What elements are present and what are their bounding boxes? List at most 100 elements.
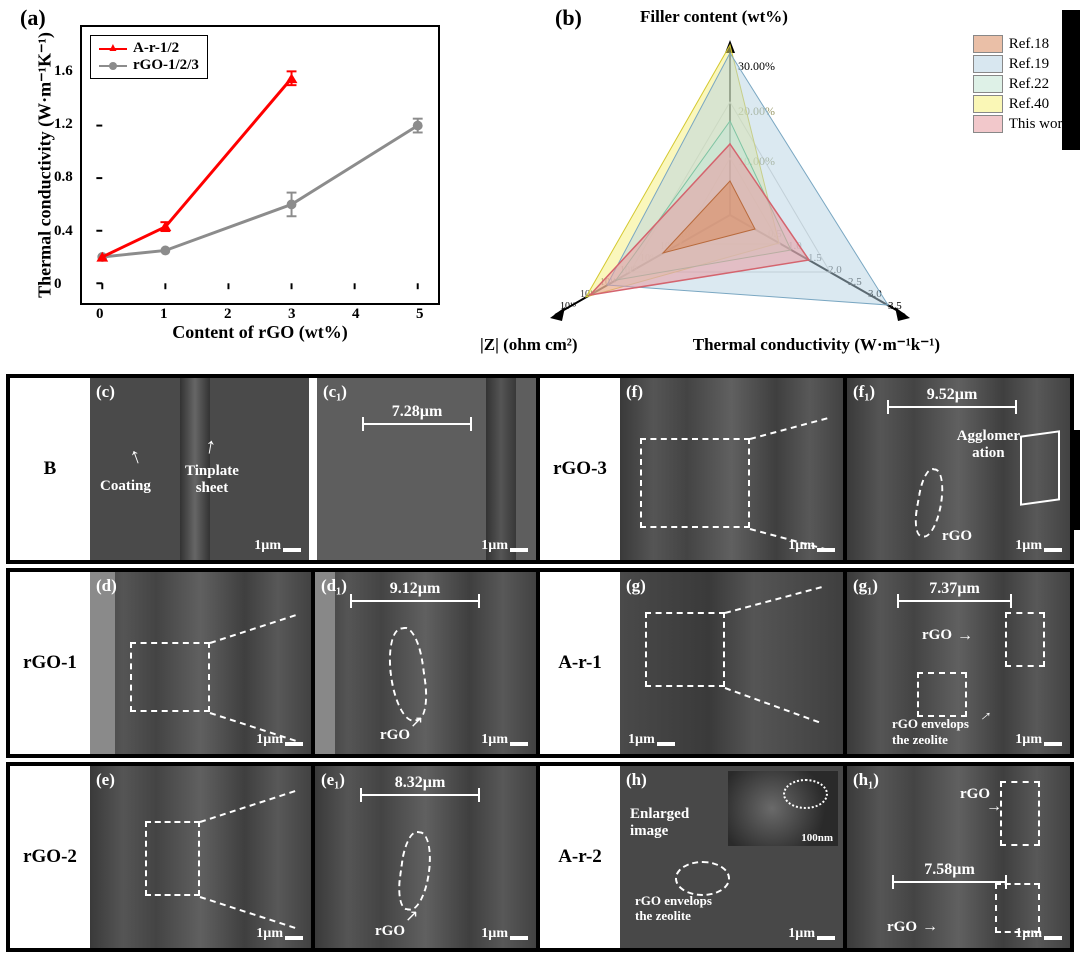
dashed-roi: [145, 821, 200, 896]
panel-a: (a) Thermal conductivity (W·m⁻¹K⁻¹) ▲ A-…: [20, 5, 460, 345]
solid-outline: [1020, 430, 1060, 506]
legend-label: rGO-1/2/3: [133, 57, 199, 74]
panel-a-label: (a): [20, 5, 46, 31]
sem-image-h1: (h₁) rGO → 7.58µm rGO → 1µm: [843, 766, 1070, 948]
radar-legend: Ref.18 Ref.19 Ref.22 Ref.40 This work: [973, 35, 1070, 135]
svg-text:3.5: 3.5: [888, 300, 902, 312]
dashed-roi: [130, 642, 210, 712]
annotation: rGO envelopsthe zeolite: [635, 894, 712, 923]
arrow-icon: →: [957, 627, 973, 645]
image-tag: (d): [96, 576, 117, 596]
scale-bar: 1µm: [1015, 538, 1062, 554]
dashed-outline: [395, 829, 436, 912]
row-label: rGO-2: [10, 766, 90, 948]
sem-half-right: rGO-3 (f) 1µm (f₁) 9.52µm Agglomeration: [540, 378, 1070, 560]
panel-b-label: (b): [555, 5, 582, 31]
annotation: Coating: [100, 478, 151, 495]
sem-image-g1: (g₁) 7.37µm rGO → rGO envelopsthe zeolit…: [843, 572, 1070, 754]
annotation: rGO: [375, 923, 405, 940]
legend-entry: This work: [973, 115, 1070, 133]
annotation: Enlargedimage: [630, 806, 689, 839]
image-tag: (g): [626, 576, 646, 596]
scale-bar: 1µm: [788, 926, 835, 942]
sem-grid: B (c) Coating ↑ Tinplatesheet ↑ 1µm (c₁)…: [0, 370, 1080, 956]
annotation: rGO: [887, 919, 917, 936]
measurement-bar: 9.52µm: [887, 386, 1017, 408]
arrow-icon: →: [973, 703, 997, 727]
scale-bar: 1µm: [1015, 732, 1062, 748]
dashed-roi: [640, 438, 750, 528]
sem-image-c: (c) Coating ↑ Tinplatesheet ↑ 1µm: [90, 378, 309, 560]
arrow-icon: ↑: [126, 442, 145, 470]
scale-bar: 1µm: [788, 538, 835, 554]
radar-chart: 10.00% 20.00% 30.00% 0.5 1.0 1.5 2.0 2.5…: [510, 15, 950, 355]
scale-bar: 1µm: [1015, 926, 1062, 942]
sem-image-f1: (f₁) 9.52µm Agglomeration rGO 1µm: [843, 378, 1070, 560]
dashed-outline: [384, 625, 432, 724]
sem-image-e1: (e₁) 8.32µm rGO ↗ 1µm: [311, 766, 536, 948]
legend-entry: rGO-1/2/3: [99, 57, 199, 74]
arrow-icon: →: [922, 918, 938, 936]
image-tag: (d₁): [321, 576, 347, 596]
scale-bar: 1µm: [256, 732, 303, 748]
xtick: 0: [96, 306, 104, 323]
annotation: rGO: [922, 627, 952, 644]
xtick: 4: [352, 306, 360, 323]
x-axis-label: Content of rGO (wt%): [172, 322, 347, 343]
row-label: rGO-1: [10, 572, 90, 754]
scale-bar: 1µm: [256, 926, 303, 942]
y-axis-label: Thermal conductivity (W·m⁻¹K⁻¹): [35, 32, 56, 298]
ytick: 1.2: [54, 116, 73, 133]
image-tag: (f): [626, 382, 643, 402]
xtick: 2: [224, 306, 232, 323]
xtick: 3: [288, 306, 296, 323]
sem-row: rGO-1 (d) 1µm (d₁) 9.12µm rGO: [6, 568, 1074, 758]
sem-image-d1: (d₁) 9.12µm rGO ↗ 1µm: [311, 572, 536, 754]
measurement-bar: 7.37µm: [897, 580, 1012, 602]
measurement-bar: 9.12µm: [350, 580, 480, 602]
row-label: rGO-3: [540, 378, 620, 560]
annotation: Tinplatesheet: [185, 463, 239, 496]
arrow-icon: ↗: [405, 906, 418, 926]
image-tag: (h): [626, 770, 647, 790]
image-tag: (c): [96, 382, 115, 402]
annotation: rGO envelopsthe zeolite: [892, 716, 969, 748]
zoom-connector: [750, 417, 828, 440]
sem-half-left: rGO-2 (e) 1µm (e₁) 8.32µm rGO ↗ 1µm: [10, 766, 540, 948]
annotation: rGO: [380, 727, 410, 744]
image-tag: (g₁): [853, 576, 878, 596]
zoom-connector: [200, 790, 296, 823]
dashed-roi: [1000, 781, 1040, 846]
row-label: A-r-2: [540, 766, 620, 948]
image-tag: (h₁): [853, 770, 879, 790]
ytick: 0: [54, 276, 62, 293]
annotation: rGO: [942, 528, 972, 545]
chart-a-legend: ▲ A-r-1/2 rGO-1/2/3: [90, 35, 208, 79]
image-tag: (f₁): [853, 382, 875, 402]
row-label: B: [10, 378, 90, 560]
arrow-icon: ↗: [410, 712, 423, 732]
sem-half-right: A-r-2 (h) 100nm Enlargedimage rGO envelo…: [540, 766, 1070, 948]
image-tag: (e): [96, 770, 115, 790]
legend-entry: Ref.40: [973, 95, 1070, 113]
legend-entry: Ref.22: [973, 75, 1070, 93]
measurement-bar: 7.58µm: [892, 861, 1007, 883]
legend-entry: ▲ A-r-1/2: [99, 40, 199, 57]
dashed-outline: [675, 861, 730, 896]
sem-image-f: (f) 1µm: [620, 378, 843, 560]
svg-text:30.00%: 30.00%: [738, 59, 775, 73]
line-chart: ▲ A-r-1/2 rGO-1/2/3: [80, 25, 440, 305]
inset-scale: 100nm: [801, 832, 833, 844]
ytick: 0.4: [54, 223, 73, 240]
sem-image-e: (e) 1µm: [90, 766, 311, 948]
dashed-roi: [917, 672, 967, 717]
dotted-outline: [783, 779, 828, 809]
sem-row: B (c) Coating ↑ Tinplatesheet ↑ 1µm (c₁)…: [6, 374, 1074, 564]
image-tag: (c₁): [323, 382, 347, 402]
image-tag: (e₁): [321, 770, 345, 790]
scale-bar: 1µm: [481, 538, 528, 554]
top-row: (a) Thermal conductivity (W·m⁻¹K⁻¹) ▲ A-…: [0, 0, 1080, 370]
sem-image-h: (h) 100nm Enlargedimage rGO envelopsthe …: [620, 766, 843, 948]
annotation: Agglomeration: [957, 428, 1020, 461]
legend-entry: Ref.18: [973, 35, 1070, 53]
